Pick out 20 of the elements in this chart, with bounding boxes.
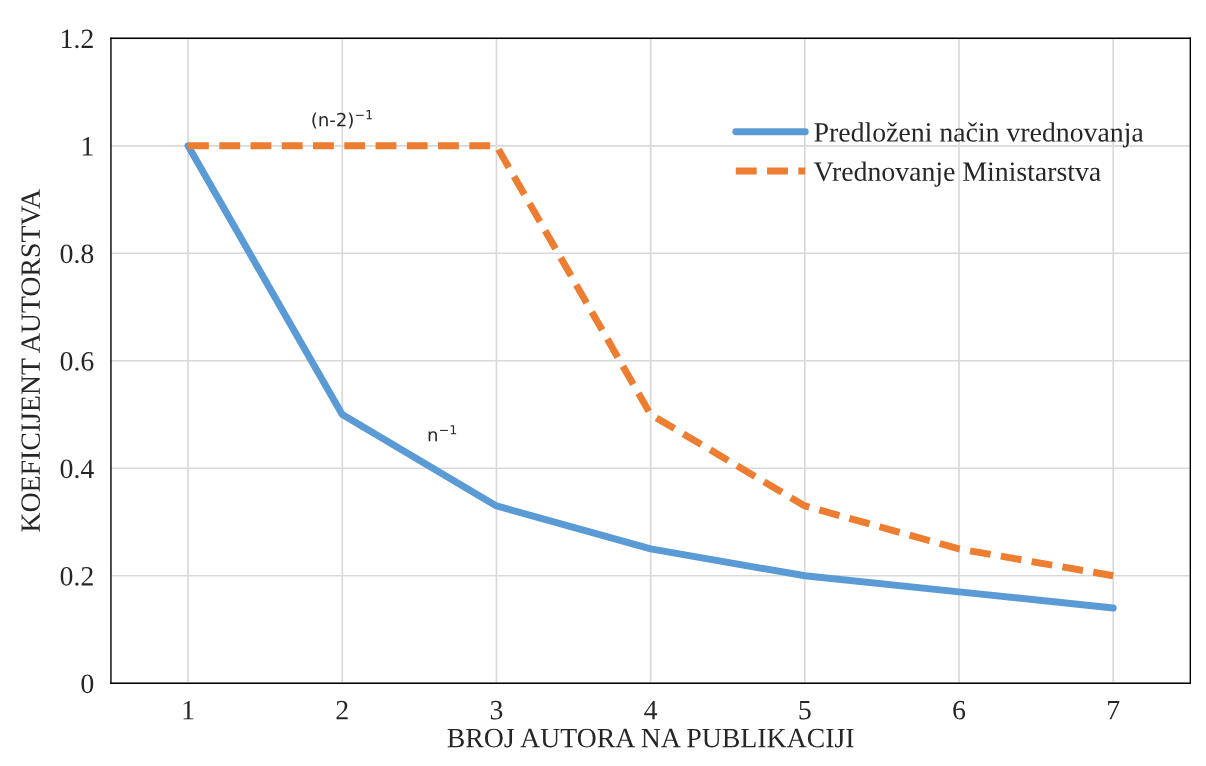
x-tick-label: 1	[183, 700, 194, 720]
y-tick-label: 0.8	[60, 244, 94, 264]
legend-label: Vrednovanje Ministarstva	[813, 161, 1101, 187]
x-tick-label: 7	[1108, 701, 1120, 720]
x-tick-label: 4	[644, 700, 658, 720]
y-tick-label: 1	[82, 137, 93, 156]
y-tick-label: 0.6	[60, 351, 94, 371]
x-tick-label: 2	[336, 700, 348, 720]
y-tick-label: 0	[81, 674, 94, 694]
legend-label: Predloženi način vrednovanja	[814, 122, 1144, 148]
x-axis-title: BROJ AUTORA NA PUBLIKACIJI	[447, 728, 854, 748]
y-axis-title: KOEFICIJENT AUTORSTVA	[21, 189, 41, 532]
y-tick-label: 0.4	[60, 459, 94, 479]
annotation: n$^{−1}$	[428, 425, 457, 442]
x-tick-label: 5	[799, 701, 811, 720]
x-tick-label: 6	[953, 700, 966, 720]
y-tick-label: 0.2	[60, 566, 93, 586]
y-tick-label: 1.2	[62, 29, 93, 49]
annotation: (n-2)$^{−1}$	[312, 110, 372, 129]
x-tick-label: 3	[490, 700, 503, 720]
